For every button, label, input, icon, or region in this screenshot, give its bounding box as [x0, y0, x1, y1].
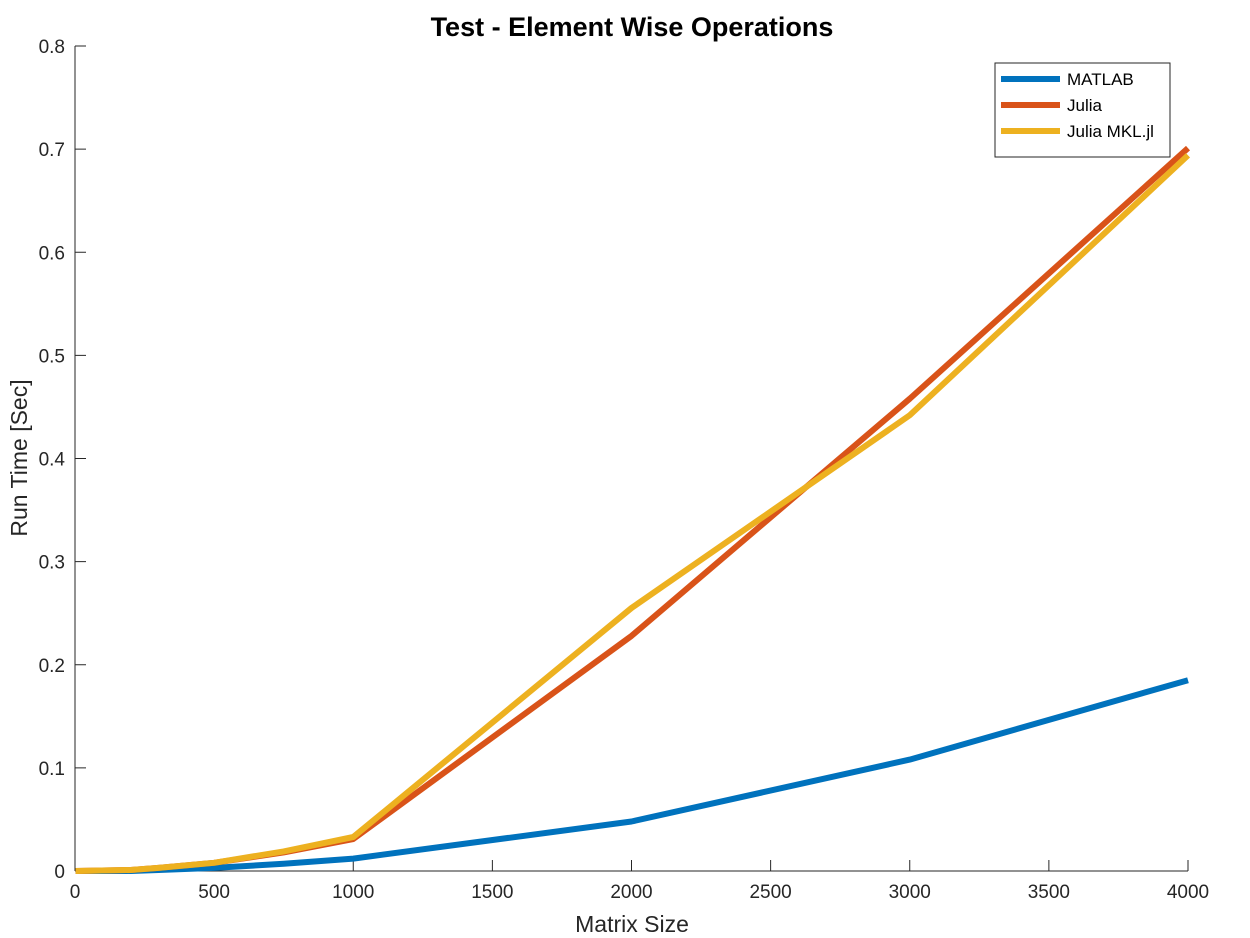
- legend-label: Julia: [1067, 96, 1103, 115]
- y-tick-label: 0.8: [39, 37, 65, 58]
- series-line-julia-mkl-jl: [75, 153, 1191, 874]
- y-tick-label: 0.1: [39, 759, 65, 780]
- y-tick-label: 0: [54, 862, 65, 883]
- x-axis-label: Matrix Size: [575, 911, 689, 937]
- series-line-julia: [75, 145, 1191, 874]
- legend: MATLAB Julia Julia MKL.jl: [994, 62, 1171, 158]
- y-tick-label: 0.7: [39, 140, 65, 161]
- x-tick-label: 2000: [610, 882, 652, 903]
- y-tick-label: 0.2: [39, 656, 65, 677]
- legend-label: MATLAB: [1067, 70, 1134, 89]
- x-tick-label: 3000: [889, 882, 931, 903]
- x-tick-label: 2500: [749, 882, 791, 903]
- series-line-matlab: [75, 677, 1189, 874]
- y-axis-label: Run Time [Sec]: [6, 379, 32, 536]
- x-tick-label: 1000: [332, 882, 374, 903]
- chart-title: Test - Element Wise Operations: [431, 12, 834, 42]
- y-tick-label: 0.4: [39, 450, 66, 471]
- series-layer: [75, 145, 1191, 874]
- x-tick-label: 0: [70, 882, 81, 903]
- axes: 0 500 1000 1500 2000 2500 3000 3500 4000 0 0.1 0.2 0…: [39, 37, 1210, 903]
- y-tick-label: 0.3: [39, 553, 65, 574]
- x-tick-label: 1500: [471, 882, 513, 903]
- x-tick-label: 4000: [1167, 882, 1209, 903]
- y-tick-label: 0.5: [39, 346, 65, 367]
- y-tick-label: 0.6: [39, 243, 65, 264]
- x-tick-label: 500: [198, 882, 230, 903]
- legend-label: Julia MKL.jl: [1067, 122, 1154, 141]
- x-tick-label: 3500: [1028, 882, 1070, 903]
